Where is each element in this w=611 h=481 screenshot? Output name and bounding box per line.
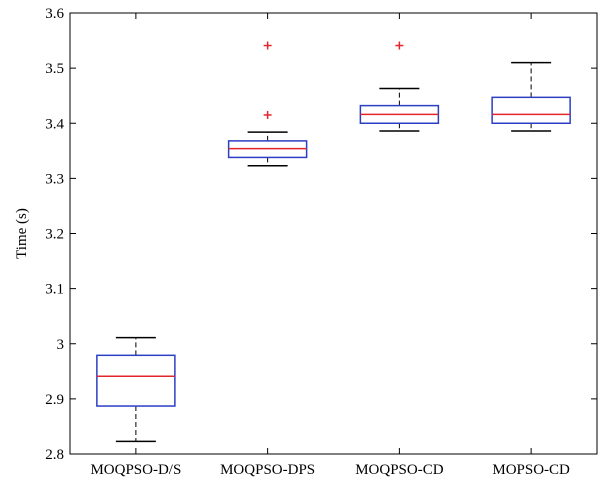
x-tick-label: MOPSO-CD (492, 462, 570, 478)
y-tick-label: 3 (57, 337, 65, 353)
y-tick-label: 3.5 (45, 61, 64, 77)
x-tick-label: MOQPSO-CD (355, 462, 444, 478)
box-1 (96, 336, 176, 443)
axis-ticks: 2.8 2.9 3 3.1 3.2 3.3 3.4 3.5 3.6 MOQPSO-D/S MOQPS… (45, 6, 597, 478)
outlier-marker (263, 41, 272, 50)
outlier-marker (263, 110, 272, 119)
y-tick-label: 3.3 (45, 171, 64, 187)
y-axis-label: Time (s) (14, 208, 30, 259)
x-tick-label: MOQPSO-DPS (220, 462, 315, 478)
y-tick-label: 2.9 (45, 392, 64, 408)
boxes (96, 41, 571, 443)
iqr-box (96, 354, 176, 407)
y-tick-label: 3.2 (45, 227, 64, 243)
y-tick-label: 2.8 (45, 447, 64, 463)
box-3 (359, 41, 440, 132)
box-4 (491, 61, 571, 132)
y-tick-label: 3.6 (45, 6, 64, 22)
box-2 (227, 41, 308, 167)
x-tick-label: MOQPSO-D/S (90, 462, 181, 478)
y-tick-label: 3.1 (45, 282, 64, 298)
plot-area-frame (69, 12, 598, 455)
outlier-marker (395, 41, 404, 50)
y-tick-label: 3.4 (45, 116, 64, 132)
iqr-box (491, 96, 571, 124)
